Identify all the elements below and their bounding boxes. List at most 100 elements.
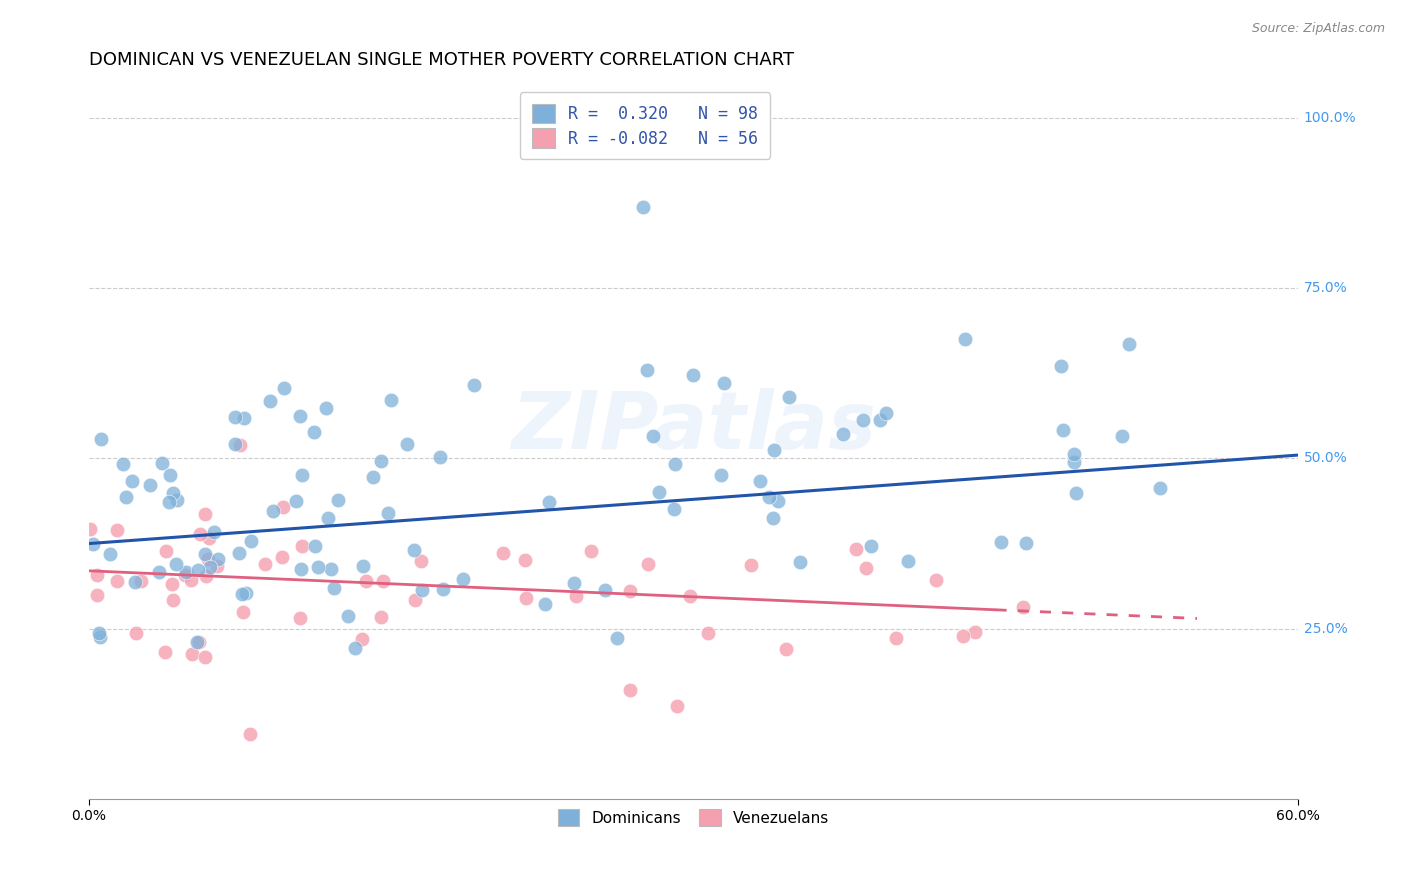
Point xyxy=(897,554,920,568)
Point xyxy=(105,524,128,538)
Point xyxy=(363,470,385,484)
Point xyxy=(370,610,392,624)
Point xyxy=(1063,455,1085,469)
Point xyxy=(875,406,897,420)
Point xyxy=(778,390,800,404)
Point xyxy=(370,454,392,468)
Point xyxy=(432,582,454,597)
Text: ZIPatlas: ZIPatlas xyxy=(510,388,876,467)
Point xyxy=(270,549,292,564)
Point xyxy=(197,552,219,566)
Point xyxy=(207,551,229,566)
Point xyxy=(271,500,294,514)
Point xyxy=(1118,336,1140,351)
Point xyxy=(748,475,770,489)
Point xyxy=(155,544,177,558)
Point xyxy=(763,442,786,457)
Point xyxy=(664,458,686,472)
Point xyxy=(121,474,143,488)
Point xyxy=(884,631,907,645)
Point xyxy=(124,574,146,589)
Point xyxy=(679,590,702,604)
Point xyxy=(565,590,588,604)
Point xyxy=(166,493,188,508)
Point xyxy=(534,597,557,611)
Text: Source: ZipAtlas.com: Source: ZipAtlas.com xyxy=(1251,22,1385,36)
Point xyxy=(240,533,263,548)
Point xyxy=(86,567,108,582)
Text: 25.0%: 25.0% xyxy=(1303,622,1347,636)
Point xyxy=(304,425,326,439)
Point xyxy=(197,531,219,545)
Point xyxy=(869,413,891,427)
Text: 50.0%: 50.0% xyxy=(1303,451,1347,466)
Point xyxy=(204,524,226,539)
Point xyxy=(713,376,735,390)
Point xyxy=(409,554,432,568)
Point xyxy=(648,484,671,499)
Point xyxy=(593,582,616,597)
Point xyxy=(1012,599,1035,614)
Point xyxy=(789,555,811,569)
Point xyxy=(636,363,658,377)
Point xyxy=(290,610,312,624)
Point xyxy=(89,626,111,640)
Point xyxy=(515,591,537,605)
Point xyxy=(82,537,104,551)
Point xyxy=(174,565,197,579)
Point xyxy=(990,535,1012,549)
Point xyxy=(740,558,762,573)
Point xyxy=(229,438,252,452)
Point xyxy=(1111,429,1133,443)
Point xyxy=(139,478,162,492)
Point xyxy=(775,641,797,656)
Point xyxy=(98,547,121,561)
Point xyxy=(832,426,855,441)
Point xyxy=(579,544,602,558)
Text: 100.0%: 100.0% xyxy=(1303,112,1357,125)
Point xyxy=(453,572,475,586)
Point xyxy=(89,631,111,645)
Point xyxy=(845,541,868,556)
Point xyxy=(463,378,485,392)
Point xyxy=(404,592,426,607)
Point xyxy=(758,490,780,504)
Point xyxy=(291,539,314,553)
Point xyxy=(273,381,295,395)
Point xyxy=(86,588,108,602)
Point xyxy=(322,582,344,596)
Point xyxy=(194,650,217,665)
Point xyxy=(285,494,308,508)
Point xyxy=(429,450,451,464)
Point xyxy=(180,647,202,661)
Point xyxy=(1050,359,1073,373)
Point xyxy=(232,605,254,619)
Point xyxy=(262,504,284,518)
Point xyxy=(239,727,262,741)
Point xyxy=(1063,447,1085,461)
Point xyxy=(157,495,180,509)
Point xyxy=(162,593,184,607)
Point xyxy=(631,200,654,214)
Point xyxy=(955,332,977,346)
Text: 75.0%: 75.0% xyxy=(1303,281,1347,295)
Point xyxy=(855,561,877,575)
Point xyxy=(859,539,882,553)
Point xyxy=(228,546,250,560)
Point xyxy=(162,577,184,591)
Legend: Dominicans, Venezuelans: Dominicans, Venezuelans xyxy=(550,801,837,834)
Point xyxy=(1015,535,1038,549)
Point xyxy=(153,645,176,659)
Point xyxy=(174,567,197,582)
Point xyxy=(115,490,138,504)
Point xyxy=(195,569,218,583)
Point xyxy=(619,683,641,698)
Point xyxy=(315,401,337,415)
Point xyxy=(194,507,217,521)
Point xyxy=(1149,481,1171,495)
Point xyxy=(766,493,789,508)
Text: DOMINICAN VS VENEZUELAN SINGLE MOTHER POVERTY CORRELATION CHART: DOMINICAN VS VENEZUELAN SINGLE MOTHER PO… xyxy=(89,51,794,69)
Point xyxy=(233,411,256,425)
Point xyxy=(321,561,343,575)
Point xyxy=(538,495,561,509)
